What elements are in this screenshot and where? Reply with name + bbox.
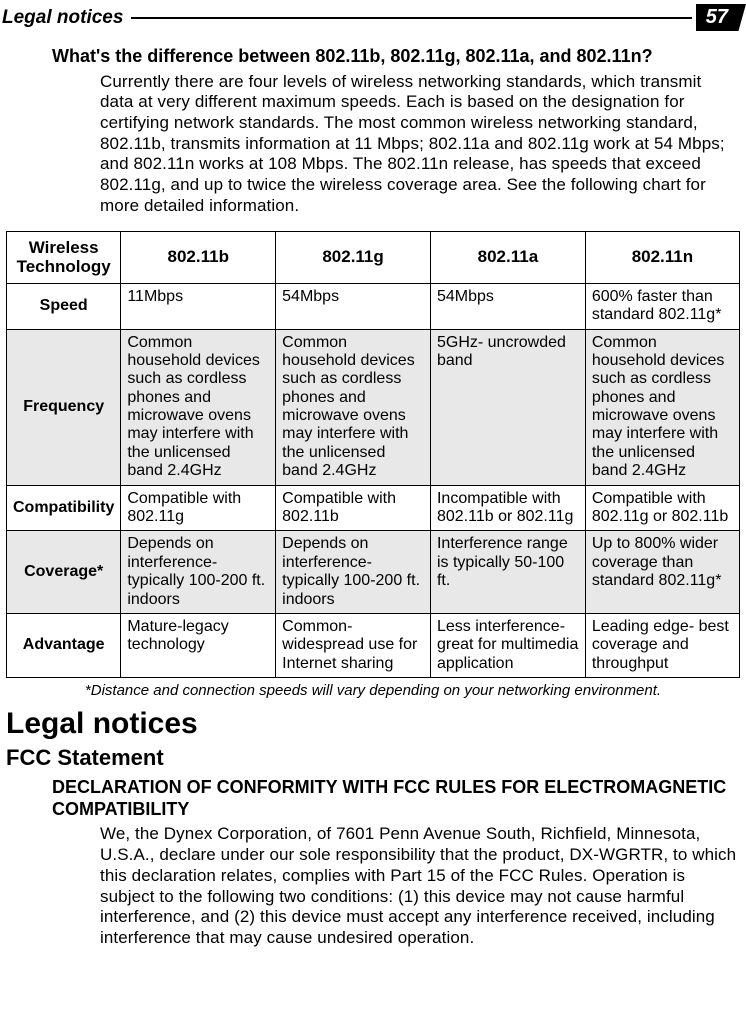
cell: 54Mbps xyxy=(430,283,585,329)
cell: 54Mbps xyxy=(276,283,431,329)
table-row: Frequency Common household devices such … xyxy=(7,329,740,485)
heading-legal-notices: Legal notices xyxy=(6,699,740,743)
cell: Less interference- great for multimedia … xyxy=(430,613,585,677)
row-label-frequency: Frequency xyxy=(7,329,121,485)
col-header-b: 802.11b xyxy=(121,231,276,283)
table-header-row: Wireless Technology 802.11b 802.11g 802.… xyxy=(7,231,740,283)
page-content: What's the difference between 802.11b, 8… xyxy=(0,31,746,949)
cell: Compatible with 802.11g xyxy=(121,485,276,531)
header-rule xyxy=(131,17,691,19)
cell: 600% faster than standard 802.11g* xyxy=(585,283,739,329)
cell: Depends on interference-typically 100-20… xyxy=(121,531,276,614)
cell: Up to 800% wider coverage than standard … xyxy=(585,531,739,614)
wireless-comparison-table: Wireless Technology 802.11b 802.11g 802.… xyxy=(6,231,740,679)
cell: Incompatible with 802.11b or 802.11g xyxy=(430,485,585,531)
cell: Compatible with 802.11g or 802.11b xyxy=(585,485,739,531)
cell: Depends on interference-typically 100-20… xyxy=(276,531,431,614)
page-number-tab: 57 xyxy=(696,4,746,31)
col-header-a: 802.11a xyxy=(430,231,585,283)
section-paragraph-wireless-diff: Currently there are four levels of wirel… xyxy=(6,72,740,217)
table-row: Speed 11Mbps 54Mbps 54Mbps 600% faster t… xyxy=(7,283,740,329)
cell: 11Mbps xyxy=(121,283,276,329)
cell: Leading edge- best coverage and throughp… xyxy=(585,613,739,677)
cell: Compatible with 802.11b xyxy=(276,485,431,531)
cell: Common-widespread use for Internet shari… xyxy=(276,613,431,677)
section-heading-wireless-diff: What's the difference between 802.11b, 8… xyxy=(6,45,740,72)
heading-fcc-statement: FCC Statement xyxy=(6,743,740,777)
heading-declaration: DECLARATION OF CONFORMITY WITH FCC RULES… xyxy=(6,777,740,824)
row-label-advantage: Advantage xyxy=(7,613,121,677)
cell: Mature-legacy technology xyxy=(121,613,276,677)
table-footnote: *Distance and connection speeds will var… xyxy=(6,678,740,699)
cell: Common household devices such as cordles… xyxy=(121,329,276,485)
cell: 5GHz- uncrowded band xyxy=(430,329,585,485)
col-header-g: 802.11g xyxy=(276,231,431,283)
cell: Common household devices such as cordles… xyxy=(276,329,431,485)
col-header-n: 802.11n xyxy=(585,231,739,283)
page-header: Legal notices 57 xyxy=(0,0,746,31)
page-number: 57 xyxy=(706,6,728,28)
cell: Interference range is typically 50-100 f… xyxy=(430,531,585,614)
row-label-coverage: Coverage* xyxy=(7,531,121,614)
table-row: Coverage* Depends on interference-typica… xyxy=(7,531,740,614)
row-label-compatibility: Compatibility xyxy=(7,485,121,531)
table-row: Compatibility Compatible with 802.11g Co… xyxy=(7,485,740,531)
cell: Common household devices such as cordles… xyxy=(585,329,739,485)
running-title: Legal notices xyxy=(0,7,123,29)
table-row: Advantage Mature-legacy technology Commo… xyxy=(7,613,740,677)
paragraph-declaration: We, the Dynex Corporation, of 7601 Penn … xyxy=(6,824,740,948)
col-header-tech: Wireless Technology xyxy=(7,231,121,283)
row-label-speed: Speed xyxy=(7,283,121,329)
